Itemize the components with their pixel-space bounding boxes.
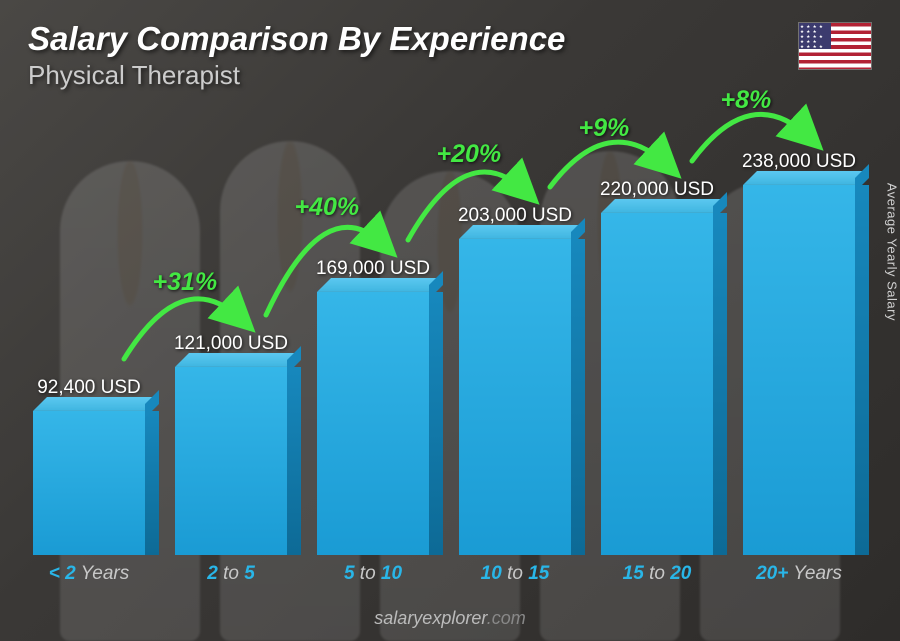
footer-suffix: .com: [487, 608, 526, 628]
country-flag-icon: [798, 22, 872, 70]
percent-increase-label: +31%: [153, 268, 218, 297]
footer-credit: salaryexplorer.com: [0, 608, 900, 629]
x-axis-category-label: 20+ Years: [738, 563, 860, 585]
salary-bar: [33, 411, 145, 555]
salary-bar: [459, 239, 571, 555]
salary-value-label: 169,000 USD: [316, 258, 430, 280]
salary-bar: [743, 185, 855, 555]
x-axis-category-label: 15 to 20: [596, 563, 718, 585]
x-axis-category-label: 2 to 5: [170, 563, 292, 585]
bar-group: 92,400 USD: [28, 377, 150, 555]
bar-group: 169,000 USD: [312, 258, 434, 555]
salary-value-label: 92,400 USD: [37, 377, 141, 399]
footer-brand: salaryexplorer: [374, 608, 486, 628]
salary-bar-chart: 92,400 USD 121,000 USD 169,000 USD 203,000 …: [28, 83, 860, 583]
percent-increase-label: +9%: [579, 114, 630, 143]
salary-bar: [317, 292, 429, 555]
x-axis-category-label: 10 to 15: [454, 563, 576, 585]
salary-bar: [175, 367, 287, 555]
salary-bar: [601, 213, 713, 555]
chart-title: Salary Comparison By Experience: [28, 20, 565, 58]
bar-group: 203,000 USD: [454, 205, 576, 555]
salary-value-label: 121,000 USD: [174, 333, 288, 355]
salary-value-label: 220,000 USD: [600, 179, 714, 201]
y-axis-label: Average Yearly Salary: [885, 182, 900, 320]
salary-value-label: 238,000 USD: [742, 151, 856, 173]
chart-header: Salary Comparison By Experience Physical…: [28, 20, 565, 91]
salary-value-label: 203,000 USD: [458, 205, 572, 227]
chart-subtitle: Physical Therapist: [28, 60, 565, 91]
x-axis-category-label: < 2 Years: [28, 563, 150, 585]
bar-group: 220,000 USD: [596, 179, 718, 555]
x-axis-category-label: 5 to 10: [312, 563, 434, 585]
percent-increase-label: +40%: [295, 193, 360, 222]
percent-increase-label: +8%: [721, 86, 772, 115]
bar-group: 121,000 USD: [170, 333, 292, 555]
bar-group: 238,000 USD: [738, 151, 860, 555]
percent-increase-label: +20%: [437, 140, 502, 169]
